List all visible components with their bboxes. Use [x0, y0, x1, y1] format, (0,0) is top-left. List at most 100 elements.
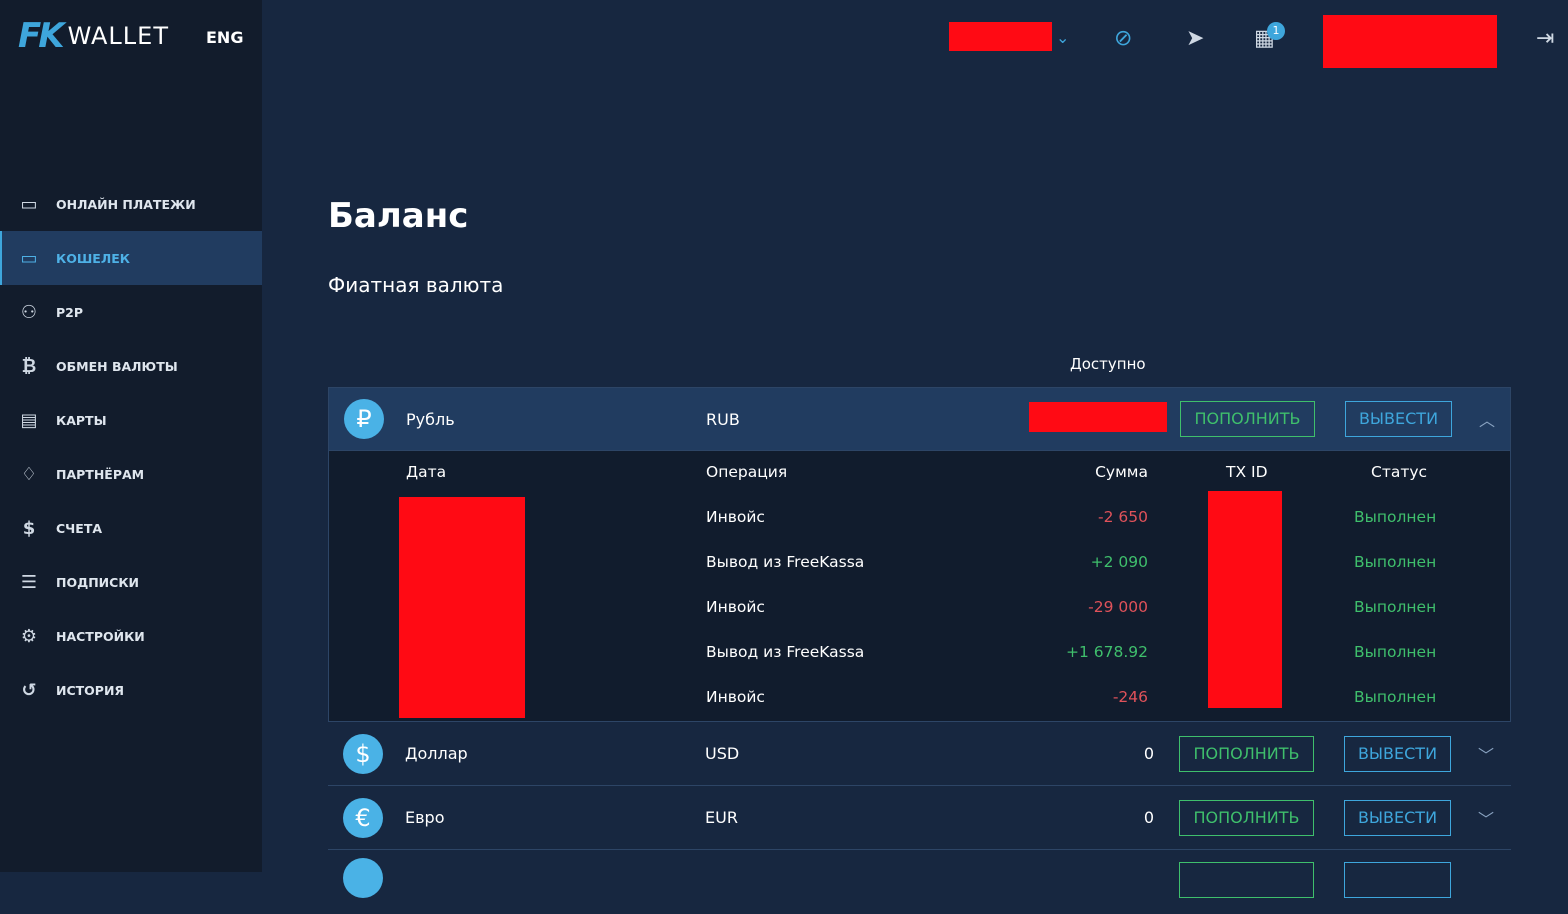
payment-icon: ▭ [20, 193, 38, 215]
logo-mark: FK [18, 16, 65, 56]
transaction-history: Дата Операция Сумма TX ID Статус Инвойс -… [328, 451, 1511, 722]
list-icon: ☰ [20, 571, 38, 593]
history-icon: ↺ [21, 679, 37, 701]
sidebar-item-cards[interactable]: ▤ КАРТЫ [0, 393, 262, 447]
amount: -29 000 [1088, 598, 1148, 616]
redacted-dates [399, 497, 525, 718]
sidebar-item-label: ОБМЕН ВАЛЮТЫ [56, 358, 178, 374]
sidebar-item-wallet[interactable]: ▭ КОШЕЛЕК [0, 231, 262, 285]
sidebar-item-label: ПАРТНЁРАМ [56, 466, 145, 482]
status: Выполнен [1354, 508, 1437, 526]
redacted-user-info[interactable] [1323, 15, 1497, 68]
col-txid: TX ID [1226, 463, 1268, 481]
currency-row-rub[interactable]: ₽ Рубль RUB ПОПОЛНИТЬ ВЫВЕСТИ ︿ [328, 387, 1511, 451]
available-header: Доступно [1070, 355, 1146, 373]
currency-code: USD [705, 744, 740, 763]
table-row: Инвойс -2 650 Выполнен [329, 496, 1510, 541]
table-row: Вывод из FreeKassa +1 678.92 Выполнен [329, 631, 1510, 676]
amount: +2 090 [1090, 553, 1148, 571]
col-sum: Сумма [1095, 463, 1148, 481]
withdraw-button[interactable]: ВЫВЕСТИ [1345, 401, 1452, 437]
col-status: Статус [1371, 463, 1428, 481]
currency-row-partial[interactable] [328, 850, 1511, 914]
amount: +1 678.92 [1065, 643, 1148, 661]
sidebar-item-exchange[interactable]: ₿ ОБМЕН ВАЛЮТЫ [0, 339, 262, 393]
sidebar-item-label: НАСТРОЙКИ [56, 628, 145, 644]
deposit-button[interactable]: ПОПОЛНИТЬ [1179, 799, 1314, 836]
chevron-down-icon[interactable]: ﹀ [1478, 745, 1495, 765]
sidebar-nav: ▭ ОНЛАЙН ПЛАТЕЖИ ▭ КОШЕЛЕК ⚇ P2P ₿ ОБМЕН ВАЛ… [0, 177, 262, 717]
sidebar-item-settings[interactable]: ⚙ НАСТРОЙКИ [0, 609, 262, 663]
dollar-icon: $ [343, 733, 383, 774]
col-date: Дата [406, 463, 447, 481]
status: Выполнен [1354, 553, 1437, 571]
sidebar: FK WALLET ENG ▭ ОНЛАЙН ПЛАТЕЖИ ▭ КОШЕЛЕК ⚇… [0, 0, 262, 872]
currency-row-usd[interactable]: $ Доллар USD 0 ПОПОЛНИТЬ ВЫВЕСТИ ﹀ [328, 722, 1511, 786]
operation: Инвойс [706, 508, 765, 526]
telegram-icon[interactable]: ➤ [1186, 26, 1205, 51]
status: Выполнен [1354, 688, 1437, 706]
sidebar-item-label: КАРТЫ [56, 412, 107, 428]
currency-name: Доллар [405, 744, 468, 763]
ruble-icon: ₽ [344, 399, 384, 439]
redacted-balance [1029, 402, 1167, 432]
withdraw-button[interactable]: ВЫВЕСТИ [1344, 735, 1451, 772]
deposit-button[interactable]: ПОПОЛНИТЬ [1180, 401, 1315, 437]
currency-code: RUB [706, 409, 740, 429]
operation: Вывод из FreeKassa [706, 643, 865, 661]
currency-balance: 0 [1143, 808, 1154, 827]
notification-badge: 1 [1267, 22, 1285, 40]
chevron-up-icon[interactable]: ︿ [1479, 411, 1496, 430]
currency-name: Рубль [406, 409, 455, 429]
sidebar-item-online-payments[interactable]: ▭ ОНЛАЙН ПЛАТЕЖИ [0, 177, 262, 231]
logo[interactable]: FK WALLET [18, 16, 169, 56]
users-exchange-icon: ⚇ [20, 301, 38, 323]
currency-code: EUR [705, 808, 738, 827]
currency-balance: 0 [1143, 744, 1154, 763]
section-title: Фиатная валюта [328, 273, 504, 297]
withdraw-button-partial[interactable] [1344, 862, 1451, 898]
euro-icon: € [343, 797, 383, 838]
status: Выполнен [1354, 643, 1437, 661]
chevron-down-icon[interactable]: ⌄ [1056, 28, 1070, 47]
currency-icon [343, 858, 383, 898]
wallet-icon: ▭ [20, 247, 38, 269]
sidebar-item-p2p[interactable]: ⚇ P2P [0, 285, 262, 339]
table-row: Инвойс -246 Выполнен [329, 676, 1510, 721]
logo-text: WALLET [67, 22, 169, 50]
operation: Инвойс [706, 688, 765, 706]
sidebar-item-label: ИСТОРИЯ [56, 682, 125, 698]
deposit-button-partial[interactable] [1179, 862, 1314, 898]
sidebar-item-label: КОШЕЛЕК [56, 250, 130, 266]
operation: Инвойс [706, 598, 765, 616]
redacted-balance-selector[interactable] [949, 22, 1052, 51]
card-icon: ▤ [20, 409, 38, 431]
eye-off-icon[interactable]: ⊘ [1114, 26, 1133, 51]
status: Выполнен [1354, 598, 1437, 616]
operation: Вывод из FreeKassa [706, 553, 865, 571]
redacted-txids [1208, 491, 1282, 708]
withdraw-button[interactable]: ВЫВЕСТИ [1344, 799, 1451, 836]
sidebar-item-label: P2P [56, 304, 84, 320]
currency-row-eur[interactable]: € Евро EUR 0 ПОПОЛНИТЬ ВЫВЕСТИ ﹀ [328, 786, 1511, 850]
sidebar-item-partners[interactable]: ♢ ПАРТНЁРАМ [0, 447, 262, 501]
chevron-down-icon[interactable]: ﹀ [1478, 809, 1495, 829]
sidebar-item-history[interactable]: ↺ ИСТОРИЯ [0, 663, 262, 717]
deposit-button[interactable]: ПОПОЛНИТЬ [1179, 735, 1314, 772]
bitcoin-exchange-icon: ₿ [21, 355, 37, 377]
language-switch[interactable]: ENG [206, 28, 244, 47]
amount: -2 650 [1098, 508, 1148, 526]
table-row: Инвойс -29 000 Выполнен [329, 586, 1510, 631]
sidebar-item-label: ОНЛАЙН ПЛАТЕЖИ [56, 196, 196, 212]
sidebar-item-subscriptions[interactable]: ☰ ПОДПИСКИ [0, 555, 262, 609]
col-operation: Операция [706, 463, 788, 481]
amount: -246 [1112, 688, 1148, 706]
sidebar-item-label: ПОДПИСКИ [56, 574, 139, 590]
sidebar-item-invoices[interactable]: $ СЧЕТА [0, 501, 262, 555]
page-title: Баланс [328, 196, 469, 236]
currency-name: Евро [405, 808, 445, 827]
logout-icon[interactable]: ⇥ [1536, 26, 1555, 51]
history-header: Дата Операция Сумма TX ID Статус [329, 451, 1510, 496]
sidebar-item-label: СЧЕТА [56, 520, 103, 536]
invoice-icon: $ [22, 517, 36, 539]
